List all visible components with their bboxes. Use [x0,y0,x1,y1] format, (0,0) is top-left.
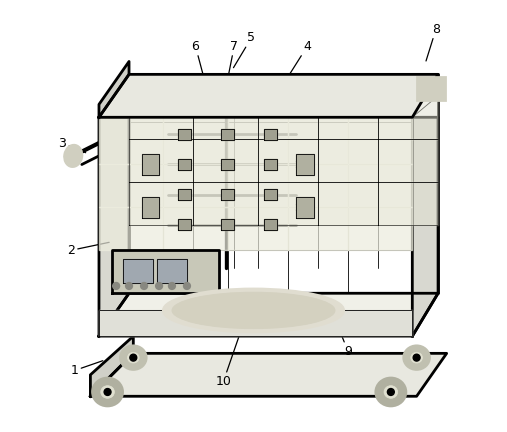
Ellipse shape [384,386,397,398]
Bar [178,189,191,200]
Circle shape [130,354,137,361]
Polygon shape [348,207,412,250]
Ellipse shape [93,378,123,406]
Bar [417,76,445,100]
Polygon shape [288,207,348,250]
Ellipse shape [376,378,406,406]
Text: 1: 1 [70,361,103,377]
Bar [264,159,277,170]
Text: 8: 8 [426,23,440,61]
Polygon shape [99,61,129,117]
Polygon shape [157,259,187,283]
Polygon shape [129,139,193,182]
Polygon shape [318,139,378,182]
Bar [178,219,191,230]
Polygon shape [228,207,288,250]
Ellipse shape [128,353,139,363]
Bar [222,159,234,170]
Polygon shape [129,182,193,225]
Polygon shape [163,117,228,165]
Polygon shape [123,259,153,283]
Text: 4: 4 [283,40,311,85]
Polygon shape [193,139,258,182]
Polygon shape [378,96,438,139]
Ellipse shape [404,346,429,369]
Bar [264,219,277,230]
Bar [222,219,234,230]
Ellipse shape [64,145,82,167]
Polygon shape [258,182,318,225]
Polygon shape [99,117,163,165]
Circle shape [168,283,175,289]
Ellipse shape [121,346,146,369]
Polygon shape [318,182,378,225]
Bar [178,129,191,140]
Polygon shape [129,96,193,139]
Polygon shape [142,197,159,218]
Polygon shape [193,182,258,225]
Ellipse shape [101,386,114,398]
Text: 10: 10 [215,328,242,388]
Polygon shape [318,96,378,139]
Text: 2: 2 [67,242,109,257]
Text: 9: 9 [340,332,352,358]
Circle shape [184,283,191,289]
Bar [178,159,191,170]
Text: 6: 6 [192,40,203,76]
Polygon shape [112,250,219,293]
Polygon shape [99,207,163,250]
Polygon shape [142,154,159,175]
Bar [222,129,234,140]
Ellipse shape [172,292,335,329]
Polygon shape [348,117,412,165]
Polygon shape [163,165,228,207]
Polygon shape [193,96,258,139]
Circle shape [140,283,148,289]
Polygon shape [99,74,438,117]
Bar [264,189,277,200]
Polygon shape [288,165,348,207]
Ellipse shape [411,353,422,363]
Circle shape [104,388,111,395]
Circle shape [387,388,394,395]
Polygon shape [288,117,348,165]
Text: 3: 3 [59,137,86,152]
Polygon shape [99,293,438,336]
Circle shape [413,354,420,361]
Polygon shape [99,311,412,336]
Text: 5: 5 [233,32,256,68]
Polygon shape [163,207,228,250]
Polygon shape [228,117,288,165]
Bar [222,189,234,200]
Circle shape [156,283,163,289]
Text: 7: 7 [228,40,238,76]
Polygon shape [99,117,129,336]
Polygon shape [90,336,133,396]
Polygon shape [99,165,163,207]
Circle shape [126,283,132,289]
Polygon shape [258,139,318,182]
Polygon shape [412,117,438,336]
Polygon shape [258,96,318,139]
Polygon shape [378,182,438,225]
Bar [264,129,277,140]
Polygon shape [378,139,438,182]
Polygon shape [228,165,288,207]
Polygon shape [348,165,412,207]
Circle shape [113,283,120,289]
Ellipse shape [163,289,344,332]
Polygon shape [297,154,314,175]
Polygon shape [297,197,314,218]
Polygon shape [90,353,447,396]
